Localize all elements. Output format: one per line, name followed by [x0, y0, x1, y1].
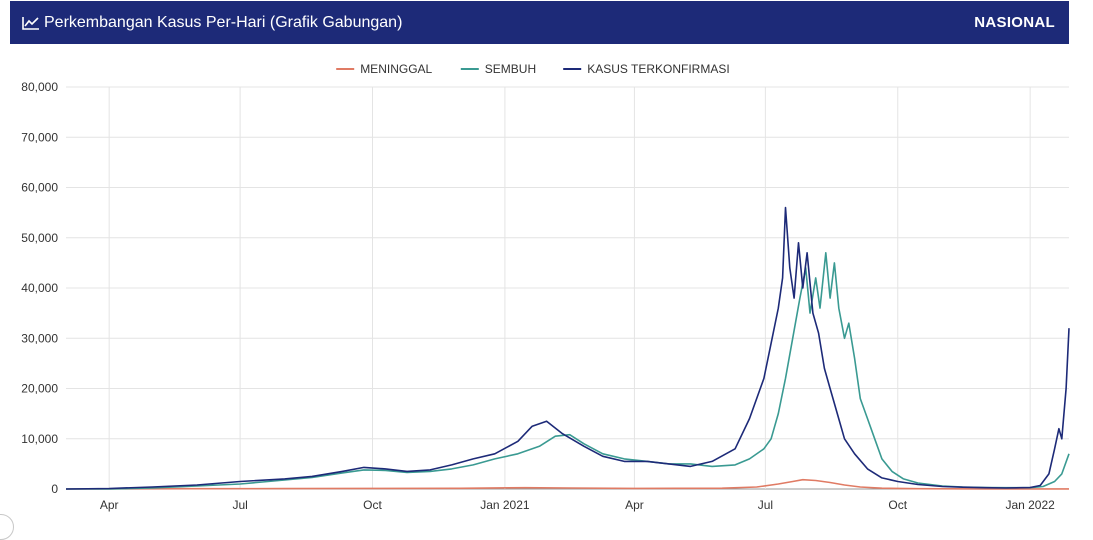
- series-line-meninggal: [65, 478, 1069, 490]
- legend-entry: KASUS TERKONFIRMASI: [587, 62, 729, 76]
- header-title-group: Perkembangan Kasus Per-Hari (Grafik Gabu…: [22, 14, 402, 32]
- y-tick-label: 20,000: [21, 382, 58, 396]
- x-tick-label: Jul: [758, 498, 773, 512]
- y-tick-label: 80,000: [21, 80, 58, 94]
- region-badge: NASIONAL: [974, 14, 1055, 31]
- chart-header: Perkembangan Kasus Per-Hari (Grafik Gabu…: [10, 1, 1069, 44]
- y-tick-label: 70,000: [21, 130, 58, 144]
- line-chart: 0 10,000 20,000 30,000 40,000 50,000 60,000 70,…: [21, 62, 1070, 512]
- y-tick-label: 30,000: [21, 331, 58, 345]
- x-tick-label: Oct: [888, 498, 907, 512]
- page-title: Perkembangan Kasus Per-Hari (Grafik Gabu…: [44, 13, 403, 31]
- x-tick-label: Apr: [100, 498, 119, 512]
- x-tick-label: Jan 2022: [1005, 498, 1055, 512]
- x-tick-label: Jan 2021: [480, 498, 530, 512]
- y-tick-label: 60,000: [21, 181, 58, 195]
- y-tick-label: 50,000: [21, 231, 58, 245]
- series-line-sembuh: [66, 252, 1070, 490]
- legend-entry: SEMBUH: [485, 62, 536, 76]
- x-tick-label: Oct: [363, 498, 382, 512]
- x-tick-label: Jul: [232, 498, 247, 512]
- series-line-kasus-terkonfirmasi: [65, 206, 1070, 490]
- chart-container: 0 10,000 20,000 30,000 40,000 50,000 60,000 70,…: [0, 50, 1093, 531]
- y-tick-label: 40,000: [21, 281, 58, 295]
- legend-entry: MENINGGAL: [360, 62, 432, 76]
- x-tick-label: Apr: [625, 498, 644, 512]
- line-chart-icon: [22, 16, 39, 30]
- y-tick-label: 0: [51, 482, 58, 496]
- y-tick-label: 10,000: [21, 432, 58, 446]
